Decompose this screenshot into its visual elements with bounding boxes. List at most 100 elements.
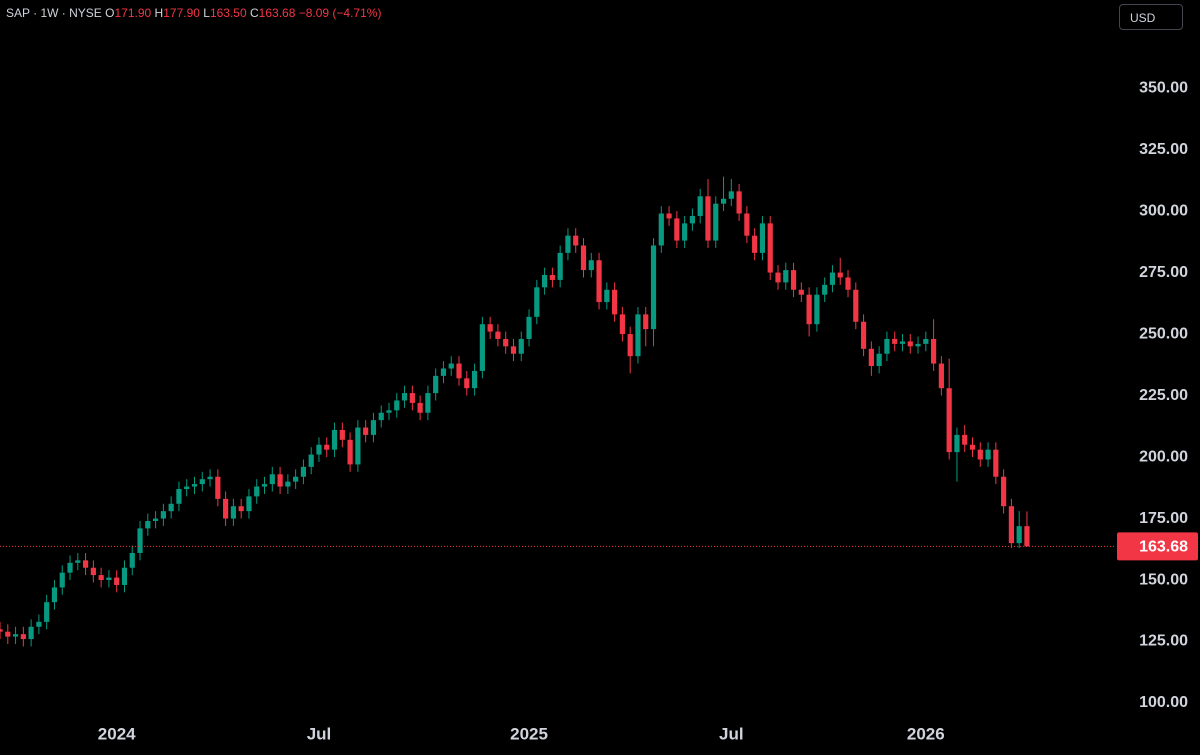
candle-body	[12, 634, 19, 637]
x-tick-label: Jul	[307, 724, 332, 743]
y-tick-label: 300.00	[1139, 202, 1188, 219]
y-tick-label: 275.00	[1139, 264, 1188, 281]
candle-body	[191, 484, 198, 487]
candle-body	[464, 378, 470, 389]
candle-body	[985, 449, 991, 460]
legend: SAP · 1W · NYSE O171.90 H177.90 L163.50 …	[6, 6, 381, 20]
candle-body	[580, 245, 587, 271]
candle-body	[783, 270, 789, 283]
candle-body	[962, 434, 968, 445]
candle-body	[682, 223, 688, 241]
candle-body	[67, 562, 73, 573]
candle-body	[168, 503, 174, 512]
candle-body	[114, 577, 120, 585]
candle-body	[689, 215, 696, 224]
candle-body	[814, 294, 820, 325]
candle-body	[658, 213, 664, 246]
candle-body	[860, 321, 867, 349]
y-tick-label: 225.00	[1139, 387, 1188, 404]
candle-body	[705, 196, 711, 241]
candle-body	[153, 518, 159, 521]
candle-body	[223, 498, 229, 519]
candle-body	[417, 402, 423, 413]
change: −8.09 (−4.71%)	[298, 6, 382, 20]
candle-body	[261, 484, 268, 487]
candle-body	[806, 294, 812, 325]
candle-body	[425, 393, 431, 413]
candle-body	[627, 334, 633, 357]
candle-body	[495, 331, 501, 339]
candle-body	[1016, 526, 1022, 544]
candle-body	[363, 427, 369, 435]
candle-body	[1001, 476, 1007, 507]
candle-body	[674, 218, 680, 241]
candle-body	[915, 343, 921, 347]
candle-body	[129, 552, 135, 568]
candle-body	[596, 260, 602, 303]
candle-body	[736, 191, 742, 214]
candle-body	[619, 314, 625, 335]
candle-body	[518, 338, 524, 354]
candle-body	[853, 289, 859, 322]
candle-body	[339, 429, 345, 440]
candle-body	[549, 275, 555, 280]
candle-body	[176, 489, 182, 504]
candle-body	[759, 223, 766, 253]
candle-body	[456, 363, 462, 379]
y-tick-label: 175.00	[1139, 510, 1188, 527]
candle-body	[510, 346, 517, 354]
candle-body	[246, 496, 252, 512]
candle-body	[215, 476, 221, 499]
candle-body	[907, 341, 913, 347]
candle-body	[697, 196, 703, 216]
y-tick-label: 150.00	[1139, 571, 1188, 588]
candle-body	[899, 341, 906, 344]
candle-body	[876, 353, 882, 367]
candle-body	[230, 506, 236, 519]
candle-body	[946, 388, 952, 453]
candle-body	[604, 289, 610, 303]
candle-body	[666, 213, 672, 219]
candle-body	[75, 560, 81, 563]
candle-body	[0, 629, 3, 632]
candle-body	[293, 476, 299, 482]
ohlc-value: 177.90	[163, 6, 200, 20]
candle-body	[433, 375, 439, 394]
candle-body	[923, 338, 929, 344]
candle-body	[370, 420, 377, 435]
ohlc-key: C	[250, 6, 259, 20]
ohlc-key: H	[154, 6, 164, 20]
candle-body	[386, 410, 392, 413]
candle-body	[487, 324, 493, 332]
candle-body	[588, 260, 594, 271]
candle-body	[394, 400, 400, 411]
last-price-box	[1117, 532, 1198, 561]
candle-body	[713, 203, 719, 241]
candle-body	[744, 213, 750, 236]
candle-body	[277, 474, 283, 487]
candle-body	[98, 575, 104, 581]
ohlc-value: 163.50	[209, 6, 247, 20]
candle-body	[324, 444, 330, 450]
candle-body	[409, 393, 415, 403]
candle-body	[845, 277, 851, 290]
candle-body	[534, 287, 540, 317]
candle-body	[471, 370, 478, 389]
y-tick-label: 250.00	[1139, 325, 1188, 342]
candle-body	[90, 567, 96, 576]
candle-body	[20, 634, 26, 640]
candle-body	[612, 289, 618, 315]
candle-body	[557, 252, 563, 280]
candle-body	[938, 363, 944, 389]
candle-body	[635, 314, 641, 357]
candle-body	[977, 449, 983, 460]
candle-body	[331, 429, 338, 450]
currency-button[interactable]: USD	[1119, 4, 1183, 30]
candle-body	[884, 338, 890, 354]
candle-body	[300, 466, 307, 477]
candle-body	[752, 235, 758, 253]
candle-body	[728, 191, 734, 199]
candle-body	[479, 324, 485, 371]
symbol: SAP · 1W · NYSE	[6, 6, 102, 20]
